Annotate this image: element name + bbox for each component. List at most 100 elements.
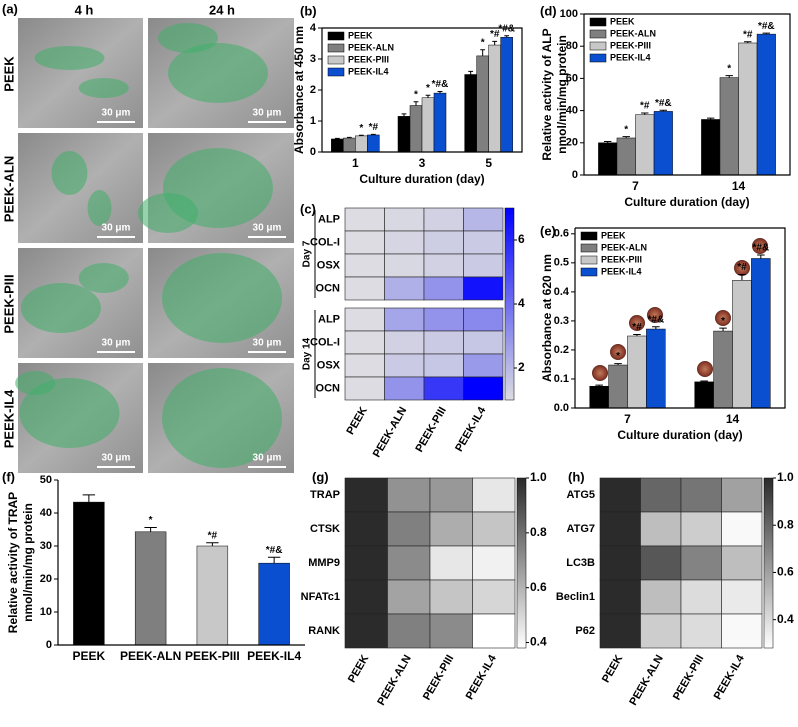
bar	[608, 364, 628, 409]
error-bar	[706, 117, 715, 120]
legend-swatch	[589, 17, 607, 27]
heatmap-cell	[721, 579, 763, 615]
y-tick-label: 2	[310, 84, 316, 96]
heatmap-cell	[721, 613, 763, 649]
legend-label: PEEK	[601, 230, 626, 240]
heatmap-cell	[463, 276, 504, 301]
y-tick-label: 0.1	[554, 373, 569, 385]
colorbar-tick-label: 1.0	[777, 470, 794, 484]
bar	[258, 562, 290, 646]
colony-photo	[715, 310, 731, 326]
row-label: MMP9	[308, 557, 340, 569]
error-bar	[492, 40, 498, 46]
legend-label: PEEK	[610, 16, 635, 26]
significance-label: *	[414, 89, 418, 100]
error-bar	[614, 363, 622, 366]
y-tick-label: 0.5	[554, 257, 569, 269]
error-bar	[603, 141, 612, 143]
column-heading: 4 h	[75, 2, 94, 17]
error-bar	[719, 327, 727, 332]
significance-label: *#	[490, 29, 500, 40]
heatmap-cell	[387, 545, 431, 581]
heatmap-cell	[344, 353, 385, 378]
bar	[694, 381, 714, 409]
significance-label: *	[721, 316, 725, 327]
heatmap-cell	[384, 376, 425, 401]
column-label: PEEK-PIII	[671, 653, 706, 702]
significance-label: *#	[737, 262, 747, 273]
significance-label: *	[727, 63, 731, 74]
error-bar	[346, 136, 352, 139]
y-tick-label: 1	[310, 115, 316, 127]
heatmap-cell	[680, 579, 722, 615]
row-label: PEEK-ALN	[1, 156, 16, 222]
error-bar	[659, 109, 668, 112]
error-bar	[425, 94, 431, 98]
heatmap-cell	[599, 477, 641, 513]
heatmap-cell	[599, 545, 641, 581]
bar	[196, 545, 229, 646]
y-axis-label: Absorbance at 450 nm	[292, 26, 306, 154]
heatmap-cell	[387, 579, 431, 615]
cell-stain	[78, 78, 129, 98]
legend-swatch	[327, 43, 345, 53]
error-bar	[358, 134, 364, 136]
cell-stain	[20, 283, 101, 333]
heatmap-cell	[472, 579, 516, 615]
panel-label: (d)	[540, 3, 557, 18]
bar	[409, 105, 423, 153]
significance-label: *#&	[648, 314, 665, 325]
error-bar	[757, 254, 765, 259]
row-label: PEEK	[1, 56, 16, 92]
y-tick-label: 0.4	[554, 286, 570, 298]
heatmap-cell	[463, 207, 504, 232]
y-tick-label: 0	[310, 146, 316, 158]
row-label: Beclin1	[556, 591, 595, 603]
panel-label: (a)	[2, 1, 18, 16]
heatmap-cell	[387, 613, 431, 649]
row-label: P62	[575, 625, 595, 637]
y-tick-label: 20	[566, 137, 578, 149]
error-bar	[206, 542, 219, 546]
heatmap-cell	[344, 307, 385, 332]
heatmap-cell	[344, 276, 385, 301]
y-tick-label: 80	[566, 40, 578, 52]
heatmap-cell	[384, 353, 425, 378]
row-label: ALP	[318, 313, 340, 325]
bar	[616, 137, 636, 176]
bar	[343, 137, 356, 153]
legend-swatch	[580, 267, 598, 277]
bar	[635, 114, 655, 176]
column-label: PEEK-ALN	[627, 653, 666, 708]
cell-stain	[158, 23, 218, 53]
scale-bar-label: 30 μm	[102, 108, 131, 119]
panel-label: (e)	[540, 223, 556, 238]
panel-label: (g)	[312, 469, 329, 484]
column-label: PEEK	[346, 653, 371, 685]
significance-label: *#&	[432, 79, 449, 90]
legend-label: PEEK-IL4	[610, 52, 651, 62]
axis-frame	[57, 480, 305, 646]
significance-label: *#	[632, 322, 642, 333]
heatmap-cell	[423, 253, 464, 278]
colony-photo	[610, 344, 626, 360]
error-bar	[633, 334, 641, 336]
heatmap-cell	[463, 230, 504, 255]
panel-label: (f)	[2, 469, 15, 484]
bar	[719, 77, 739, 176]
legend-label: PEEK-IL4	[601, 266, 642, 276]
bar	[73, 501, 105, 646]
y-tick-label: 0.0	[554, 402, 569, 414]
x-tick-label: PEEK-IL4	[247, 649, 301, 663]
cell-stain	[87, 190, 112, 226]
cell-stain	[162, 253, 282, 343]
cell-stain	[168, 43, 268, 103]
legend-swatch	[327, 55, 345, 65]
y-tick-label: 0	[46, 639, 52, 651]
legend-swatch	[580, 231, 598, 241]
colorbar-tick-label: 0.6	[777, 565, 794, 579]
y-tick-label: 0.3	[554, 315, 569, 327]
y-tick-label: 0	[572, 169, 578, 181]
heatmap-cell	[344, 330, 385, 355]
y-tick-label: 3	[310, 53, 316, 65]
